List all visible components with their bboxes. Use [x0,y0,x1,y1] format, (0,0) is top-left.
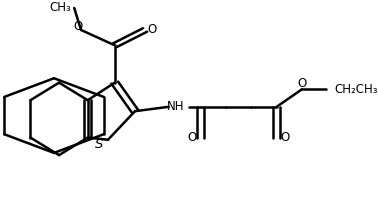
Text: O: O [280,131,290,144]
Text: CH₃: CH₃ [50,2,71,15]
Text: S: S [95,138,104,151]
Text: O: O [147,23,156,36]
Text: O: O [73,20,82,33]
Text: NH: NH [167,100,184,113]
Text: O: O [297,77,307,90]
Text: O: O [188,131,197,144]
Text: CH₂CH₃: CH₂CH₃ [334,83,378,96]
